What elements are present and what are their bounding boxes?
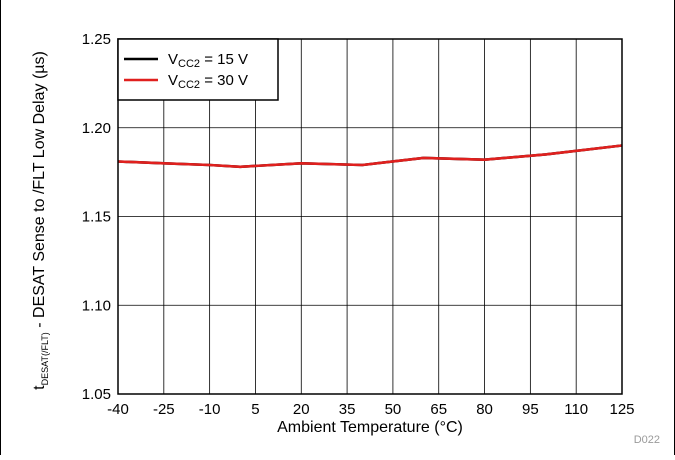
y-axis-label-subscript: DESAT(/FLT) bbox=[40, 332, 50, 385]
x-axis-label: Ambient Temperature (°C) bbox=[277, 419, 463, 436]
tick-labels: -40 -25 -10 5 20 35 50 65 80 95 110 125 1.05 1.10 1.15… bbox=[82, 31, 635, 418]
x-tick-label: -10 bbox=[199, 401, 221, 418]
x-tick-label: 125 bbox=[609, 401, 634, 418]
y-axis-label-rest: - DESAT Sense to /FLT Low Delay (µs) bbox=[31, 51, 48, 332]
x-tick-label: 110 bbox=[564, 401, 588, 418]
frame-left-border bbox=[0, 0, 1, 455]
y-tick-label: 1.05 bbox=[82, 386, 111, 403]
x-tick-label: 80 bbox=[476, 401, 493, 418]
y-tick-label: 1.20 bbox=[82, 120, 111, 137]
y-tick-label: 1.10 bbox=[82, 297, 111, 314]
grid-lines bbox=[118, 39, 622, 394]
y-tick-label: 1.25 bbox=[82, 31, 111, 48]
y-axis-label: tDESAT(/FLT) - DESAT Sense to /FLT Low D… bbox=[31, 51, 50, 390]
plot-border bbox=[117, 38, 623, 395]
x-tick-label: -40 bbox=[107, 401, 129, 418]
series-layer bbox=[117, 144, 623, 169]
x-tick-label: 95 bbox=[522, 401, 539, 418]
x-tick-label: 5 bbox=[251, 401, 259, 418]
series-line-2 bbox=[117, 144, 623, 169]
y-axis-label-main: t bbox=[31, 385, 48, 390]
x-tick-label: 20 bbox=[293, 401, 310, 418]
x-tick-label: 65 bbox=[430, 401, 447, 418]
x-tick-label: -25 bbox=[153, 401, 175, 418]
legend: VCC2 = 15 V VCC2 = 30 V bbox=[117, 38, 279, 101]
x-tick-label: 35 bbox=[339, 401, 356, 418]
figure-id: D022 bbox=[634, 434, 660, 446]
y-tick-label: 1.15 bbox=[82, 209, 111, 226]
legend-box bbox=[117, 38, 279, 101]
legend-label-1: VCC2 = 15 V bbox=[168, 51, 248, 70]
x-tick-label: 50 bbox=[385, 401, 402, 418]
legend-label-2: VCC2 = 30 V bbox=[168, 72, 248, 91]
